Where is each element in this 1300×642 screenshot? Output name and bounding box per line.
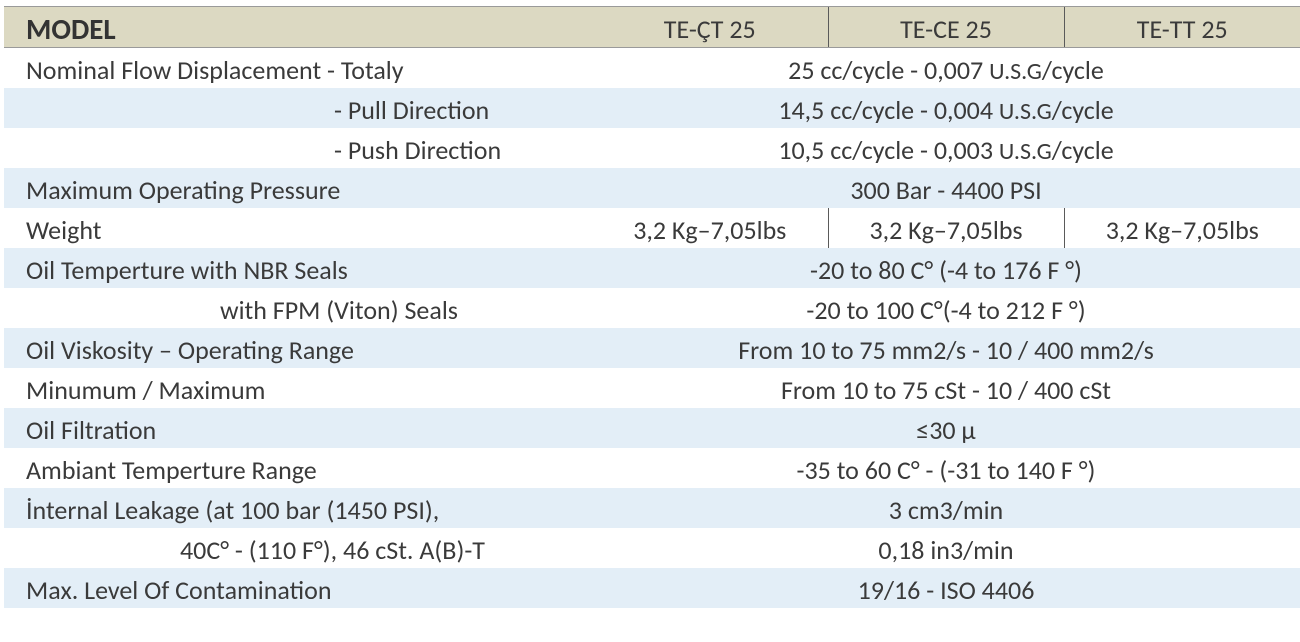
value: -20 to 80 C° (-4 to 176 F °) — [592, 248, 1300, 288]
label: Weight — [4, 208, 592, 248]
label: Max. Level Of Contamination — [4, 568, 592, 608]
header-model-1: TE-ÇT 25 — [592, 7, 828, 48]
value: 19/16 - ISO 4406 — [592, 568, 1300, 608]
row-oil-temp-nbr: Oil Temperture with NBR Seals -20 to 80 … — [4, 248, 1300, 288]
value: 25 cc/cycle - 0,007 U.S.G/cycle — [592, 48, 1300, 89]
row-weight: Weight 3,2 Kg–7,05lbs 3,2 Kg–7,05lbs 3,2… — [4, 208, 1300, 248]
row-nominal-flow-total: Nominal Flow Displacement - Totaly 25 cc… — [4, 48, 1300, 89]
row-contamination: Max. Level Of Contamination 19/16 - ISO … — [4, 568, 1300, 608]
value: 10,5 cc/cycle - 0,003 U.S.G/cycle — [592, 128, 1300, 168]
row-push-direction: - Push Direction 10,5 cc/cycle - 0,003 U… — [4, 128, 1300, 168]
value: 300 Bar - 4400 PSI — [592, 168, 1300, 208]
row-oil-temp-fpm: with FPM (Viton) Seals -20 to 100 C°(-4 … — [4, 288, 1300, 328]
value: 3 cm3/min — [592, 488, 1300, 528]
header-model-3: TE-TT 25 — [1064, 7, 1300, 48]
label: Oil Viskosity – Operating Range — [4, 328, 592, 368]
row-max-pressure: Maximum Operating Pressure 300 Bar - 440… — [4, 168, 1300, 208]
weight-2: 3,2 Kg–7,05lbs — [828, 208, 1064, 248]
label: with FPM (Viton) Seals — [4, 288, 592, 328]
header-model-label: MODEL — [4, 7, 592, 48]
value: ≤30 µ — [592, 408, 1300, 448]
value: From 10 to 75 mm2/s - 10 / 400 mm2/s — [592, 328, 1300, 368]
label: Oil Temperture with NBR Seals — [4, 248, 592, 288]
label: 40C° - (110 F°), 46 cSt. A(B)-T — [4, 528, 592, 568]
row-ambient-temp: Ambiant Temperture Range -35 to 60 C° - … — [4, 448, 1300, 488]
label: Nominal Flow Displacement - Totaly — [4, 48, 592, 89]
value: 0,18 in3/min — [592, 528, 1300, 568]
row-oil-viscosity: Oil Viskosity – Operating Range From 10 … — [4, 328, 1300, 368]
label: İnternal Leakage (at 100 bar (1450 PSI), — [4, 488, 592, 528]
label: Ambiant Temperture Range — [4, 448, 592, 488]
value: From 10 to 75 cSt - 10 / 400 cSt — [592, 368, 1300, 408]
value: 14,5 cc/cycle - 0,004 U.S.G/cycle — [592, 88, 1300, 128]
weight-1: 3,2 Kg–7,05lbs — [592, 208, 828, 248]
label: - Push Direction — [4, 128, 592, 168]
label: Minumum / Maximum — [4, 368, 592, 408]
value: -35 to 60 C° - (-31 to 140 F °) — [592, 448, 1300, 488]
spec-table: MODEL TE-ÇT 25 TE-CE 25 TE-TT 25 Nominal… — [4, 6, 1300, 608]
row-viscosity-minmax: Minumum / Maximum From 10 to 75 cSt - 10… — [4, 368, 1300, 408]
label: Oil Filtration — [4, 408, 592, 448]
row-oil-filtration: Oil Filtration ≤30 µ — [4, 408, 1300, 448]
row-internal-leakage-2: 40C° - (110 F°), 46 cSt. A(B)-T 0,18 in3… — [4, 528, 1300, 568]
row-internal-leakage-1: İnternal Leakage (at 100 bar (1450 PSI),… — [4, 488, 1300, 528]
label: - Pull Direction — [4, 88, 592, 128]
header-model-2: TE-CE 25 — [828, 7, 1064, 48]
label: Maximum Operating Pressure — [4, 168, 592, 208]
value: -20 to 100 C°(-4 to 212 F °) — [592, 288, 1300, 328]
table-header-row: MODEL TE-ÇT 25 TE-CE 25 TE-TT 25 — [4, 7, 1300, 48]
weight-3: 3,2 Kg–7,05lbs — [1064, 208, 1300, 248]
row-pull-direction: - Pull Direction 14,5 cc/cycle - 0,004 U… — [4, 88, 1300, 128]
